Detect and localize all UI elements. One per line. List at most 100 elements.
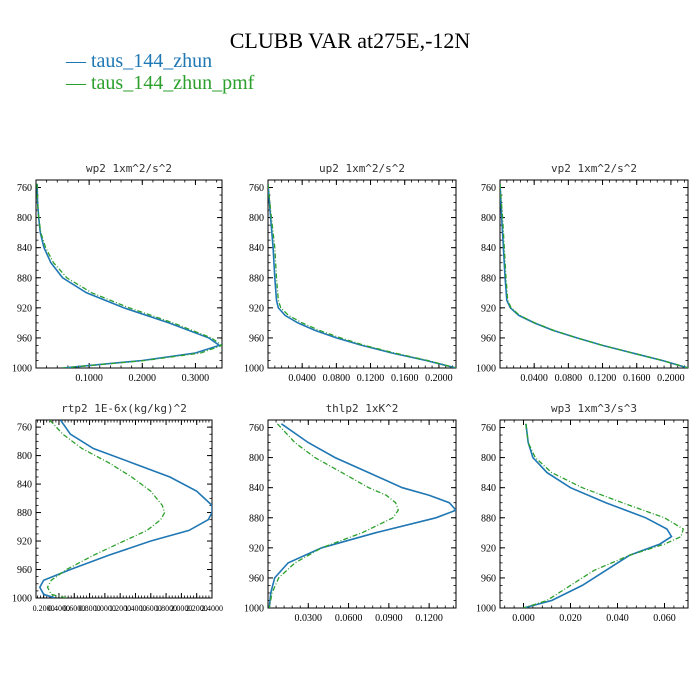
x-tick-label: 0.6000: [63, 604, 85, 613]
x-tick-label: 2.4000: [201, 604, 223, 613]
series-line-zhun-pmf: [500, 183, 688, 368]
y-tick-label: 1000: [244, 604, 264, 615]
y-tick-label: 880: [481, 513, 496, 524]
series-line-zhun: [36, 183, 222, 368]
y-tick-label: 880: [17, 508, 32, 519]
subplot-1: wp2 1xm^2/s^2 760 800 840 880 920 960 1000 0.100…: [12, 162, 223, 384]
legend-entry-zhun: — taus_144_zhun: [66, 50, 213, 72]
x-tick-label: 0.0900: [375, 613, 403, 624]
x-tick-label: 0.1200: [415, 613, 443, 624]
y-tick-label: 1000: [476, 604, 496, 615]
x-tick-label: 0.1200: [357, 373, 385, 384]
y-tick-label: 960: [481, 573, 496, 584]
series-line-zhun: [268, 423, 456, 608]
y-tick-label: 760: [17, 423, 32, 434]
plot-frame: [267, 419, 457, 609]
legend-label: taus_144_zhun: [91, 50, 213, 72]
y-tick-label: 760: [249, 183, 264, 194]
subplot-4: rtp2 1E-6x(kg/kg)^2 760 800 840 880 920 960 100…: [12, 402, 223, 613]
figure-title: CLUBB VAR at275E,-12N: [229, 28, 471, 53]
subplot-6: wp3 1xm^3/s^3 760 800 840 880 920 960 1000 0.000…: [476, 402, 689, 624]
legend-entry-zhun-pmf: — taus_144_zhun_pmf: [66, 72, 255, 94]
x-tick-label: 0.0400: [520, 373, 548, 384]
legend-label: taus_144_zhun_pmf: [91, 72, 255, 94]
subplot-title: vp2 1xm^2/s^2: [551, 162, 637, 175]
x-tick-label: 0.2000: [129, 373, 157, 384]
y-tick-label: 960: [249, 333, 264, 344]
y-tick-label: 1000: [12, 364, 32, 375]
y-tick-label: 800: [481, 453, 496, 464]
subplot-5: thlp2 1xK^2 760 800 840 880 920 960 1000 0.0300 0…: [244, 402, 457, 624]
y-tick-label: 800: [481, 213, 496, 224]
series-line-zhun-pmf: [268, 423, 400, 608]
subplot-2: up2 1xm^2/s^2 760 800 840 880 920 960 1000 0.040…: [244, 162, 457, 384]
series-line-zhun: [523, 423, 673, 608]
y-tick-label: 840: [249, 243, 264, 254]
x-tick-label: 0.1600: [391, 373, 419, 384]
x-tick-label: 0.0400: [288, 373, 316, 384]
y-tick-label: 920: [481, 543, 496, 554]
x-tick-label: 0.0800: [323, 373, 351, 384]
x-tick-label: 2.0000: [170, 604, 192, 613]
subplot-title: wp3 1xm^3/s^3: [551, 402, 637, 415]
series-line-zhun: [500, 183, 688, 368]
subplot-title: wp2 1xm^2/s^2: [86, 162, 172, 175]
y-tick-label: 760: [481, 183, 496, 194]
y-tick-label: 800: [17, 213, 32, 224]
y-tick-label: 920: [249, 543, 264, 554]
plot-frame: [35, 419, 213, 599]
subplot-title: up2 1xm^2/s^2: [319, 162, 405, 175]
x-tick-label: 1.4000: [124, 604, 146, 613]
y-tick-label: 880: [481, 273, 496, 284]
x-tick-label: 0.2000: [657, 373, 685, 384]
y-tick-label: 1000: [12, 594, 32, 605]
x-tick-label: 0.1000: [75, 373, 103, 384]
series-line-zhun: [38, 420, 212, 598]
x-tick-label: 0.2000: [33, 604, 55, 613]
y-tick-label: 880: [17, 273, 32, 284]
x-tick-label: 0.3000: [182, 373, 210, 384]
series-line-zhun-pmf: [36, 183, 222, 368]
y-tick-label: 960: [481, 333, 496, 344]
x-tick-label: 0.1600: [623, 373, 651, 384]
plot-frame: [267, 179, 457, 369]
x-tick-label: 0.0300: [295, 613, 323, 624]
y-tick-label: 840: [249, 483, 264, 494]
series-line-zhun-pmf: [268, 183, 456, 368]
x-tick-label: 1.0000: [94, 604, 116, 613]
plot-frame: [35, 179, 223, 369]
y-tick-label: 960: [17, 565, 32, 576]
y-tick-label: 1000: [244, 364, 264, 375]
y-tick-label: 800: [17, 451, 32, 462]
y-tick-label: 920: [249, 303, 264, 314]
y-tick-label: 760: [481, 423, 496, 434]
subplot-3: vp2 1xm^2/s^2 760 800 840 880 920 960 1000 0.040…: [476, 162, 689, 384]
x-tick-label: 1.8000: [155, 604, 177, 613]
y-tick-label: 840: [17, 480, 32, 491]
y-tick-label: 840: [481, 243, 496, 254]
subplot-title: thlp2 1xK^2: [326, 402, 399, 415]
subplot-title: rtp2 1E-6x(kg/kg)^2: [61, 402, 187, 415]
x-tick-label: 0.8000: [79, 604, 101, 613]
y-tick-label: 880: [249, 513, 264, 524]
x-tick-label: 0.1200: [589, 373, 617, 384]
plot-frame: [499, 419, 689, 609]
y-tick-label: 760: [17, 183, 32, 194]
x-tick-label: 0.0800: [555, 373, 583, 384]
series-line-zhun: [268, 183, 456, 368]
y-tick-label: 920: [481, 303, 496, 314]
series-line-zhun-pmf: [523, 423, 685, 608]
y-tick-label: 960: [17, 333, 32, 344]
y-tick-label: 920: [17, 303, 32, 314]
y-tick-label: 960: [249, 573, 264, 584]
x-tick-label: 0.2000: [425, 373, 453, 384]
y-tick-label: 840: [481, 483, 496, 494]
y-tick-label: 800: [249, 213, 264, 224]
series-line-zhun-pmf: [46, 420, 166, 598]
x-tick-label: 0.060: [653, 613, 676, 624]
x-tick-label: 0.0600: [335, 613, 363, 624]
x-tick-label: 0.000: [512, 613, 535, 624]
x-tick-label: 2.2000: [186, 604, 208, 613]
y-tick-label: 1000: [476, 364, 496, 375]
